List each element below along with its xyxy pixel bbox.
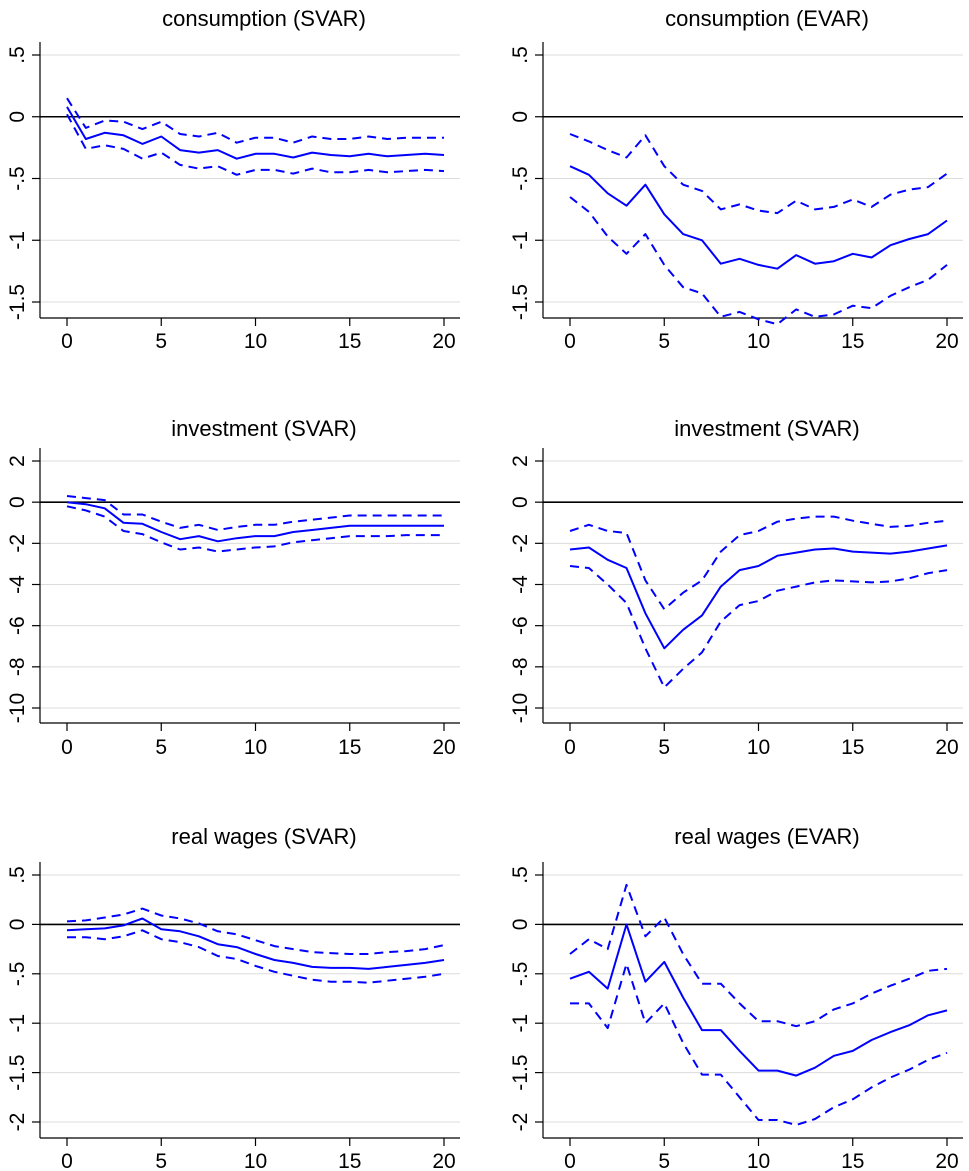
y-tick-label: .5	[509, 46, 532, 64]
x-tick-label: 0	[61, 736, 73, 759]
chart-panel: consumption (SVAR) .5 0 -.5 -1 -1.5 0 5 10 15 20	[6, 6, 460, 353]
y-tick-label: -4	[509, 575, 532, 594]
x-tick-label: 5	[658, 1150, 670, 1171]
x-tick-label: 0	[564, 330, 576, 353]
x-tick-label: 20	[432, 330, 455, 353]
x-tick-label: 0	[564, 1150, 576, 1171]
y-tick-label: 0	[6, 496, 29, 508]
y-tick-label: -1	[6, 1014, 29, 1033]
y-tick-label: -8	[6, 657, 29, 676]
x-tick-label: 5	[658, 736, 670, 759]
x-tick-label: 15	[338, 330, 361, 353]
x-tick-label: 0	[61, 1150, 73, 1171]
x-tick-label: 5	[658, 330, 670, 353]
y-tick-label: -2	[6, 534, 29, 553]
y-tick-label: 2	[509, 455, 532, 467]
x-tick-label: 0	[564, 736, 576, 759]
chart-panel: real wages (EVAR) .5 0 -.5 -1 -1.5 -2 0 5 10 15 20	[509, 824, 963, 1171]
x-tick-label: 15	[841, 736, 864, 759]
chart-panel: investment (SVAR)20-2-4-6-8-100 5 10 15 20	[509, 416, 963, 759]
y-tick-label: -1.5	[509, 284, 532, 320]
chart-title: real wages (SVAR)	[171, 824, 356, 849]
x-tick-label: 5	[155, 736, 167, 759]
y-tick-label: -.5	[509, 962, 532, 987]
y-tick-label: -8	[509, 657, 532, 676]
y-tick-label: -1.5	[509, 1055, 532, 1091]
y-tick-label: -6	[509, 616, 532, 635]
y-tick-label: .5	[509, 866, 532, 884]
y-tick-label: -2	[6, 1113, 29, 1132]
confidence-band-line	[67, 929, 445, 984]
impulse-response-line	[569, 165, 948, 270]
chart-title: consumption (EVAR)	[665, 6, 869, 31]
x-tick-label: 20	[935, 736, 958, 759]
y-tick-label: -1	[6, 231, 29, 250]
y-tick-label: -10	[6, 693, 29, 723]
chart-panel: real wages (SVAR) .5 0 -.5 -1 -1.5 -2 0 5 10 15 20	[6, 824, 460, 1171]
confidence-band-line	[569, 196, 948, 326]
x-tick-label: 20	[432, 1150, 455, 1171]
impulse-response-line	[66, 501, 444, 543]
x-tick-label: 15	[841, 1150, 864, 1171]
impulse-response-line	[66, 917, 445, 970]
x-tick-label: 15	[338, 1150, 361, 1171]
x-tick-label: 15	[841, 330, 864, 353]
y-tick-label: -.5	[509, 166, 532, 191]
x-tick-label: 20	[935, 1150, 958, 1171]
confidence-band-line	[66, 97, 444, 144]
x-tick-label: 5	[155, 1150, 167, 1171]
confidence-band-line	[569, 515, 948, 611]
x-tick-label: 10	[244, 1150, 267, 1171]
y-tick-label: -6	[6, 616, 29, 635]
x-tick-label: 20	[935, 330, 958, 353]
y-tick-label: .5	[6, 46, 29, 64]
x-tick-label: 15	[338, 736, 361, 759]
y-tick-label: .5	[6, 866, 29, 884]
x-tick-label: 10	[747, 330, 770, 353]
x-tick-label: 10	[747, 1150, 770, 1171]
confidence-band-line	[570, 962, 948, 1126]
chart-title: real wages (EVAR)	[674, 824, 859, 849]
x-tick-label: 10	[244, 330, 267, 353]
confidence-band-line	[569, 565, 948, 689]
y-tick-label: 0	[509, 919, 532, 931]
confidence-band-line	[66, 495, 444, 531]
y-tick-label: -1.5	[6, 1055, 29, 1091]
y-tick-label: 0	[509, 111, 532, 123]
impulse-response-line	[66, 106, 445, 160]
y-tick-label: 2	[6, 455, 29, 467]
chart-title: consumption (SVAR)	[162, 6, 366, 31]
confidence-band-line	[569, 883, 948, 1028]
y-tick-label: -.5	[6, 962, 29, 987]
y-tick-label: -1.5	[6, 284, 29, 320]
y-tick-label: -1	[509, 231, 532, 250]
x-tick-label: 0	[61, 330, 73, 353]
confidence-band-line	[569, 133, 948, 215]
y-tick-label: 0	[509, 496, 532, 508]
chart-title: investment (SVAR)	[171, 416, 356, 441]
x-tick-label: 10	[244, 736, 267, 759]
y-tick-label: -1	[509, 1014, 532, 1033]
y-tick-label: -4	[6, 575, 29, 594]
chart-title: investment (SVAR)	[674, 416, 859, 441]
y-tick-label: -2	[509, 1113, 532, 1132]
confidence-band-line	[66, 505, 444, 553]
x-tick-label: 10	[747, 736, 770, 759]
x-tick-label: 5	[155, 330, 167, 353]
y-tick-label: -10	[509, 693, 532, 723]
chart-panel: consumption (EVAR) .5 0 -.5 -1 -1.5 0 5 10 15 20	[509, 6, 963, 353]
x-tick-label: 20	[432, 736, 455, 759]
y-tick-label: 0	[6, 919, 29, 931]
confidence-band-line	[66, 907, 445, 955]
chart-panel: investment (SVAR)20-2-4-6-8-100 5 10 15 20	[6, 416, 460, 759]
impulse-response-line	[569, 544, 948, 650]
y-tick-label: -2	[509, 534, 532, 553]
confidence-band-line	[66, 113, 445, 176]
impulse-response-line	[569, 923, 948, 1077]
y-tick-label: 0	[6, 111, 29, 123]
y-tick-label: -.5	[6, 166, 29, 191]
